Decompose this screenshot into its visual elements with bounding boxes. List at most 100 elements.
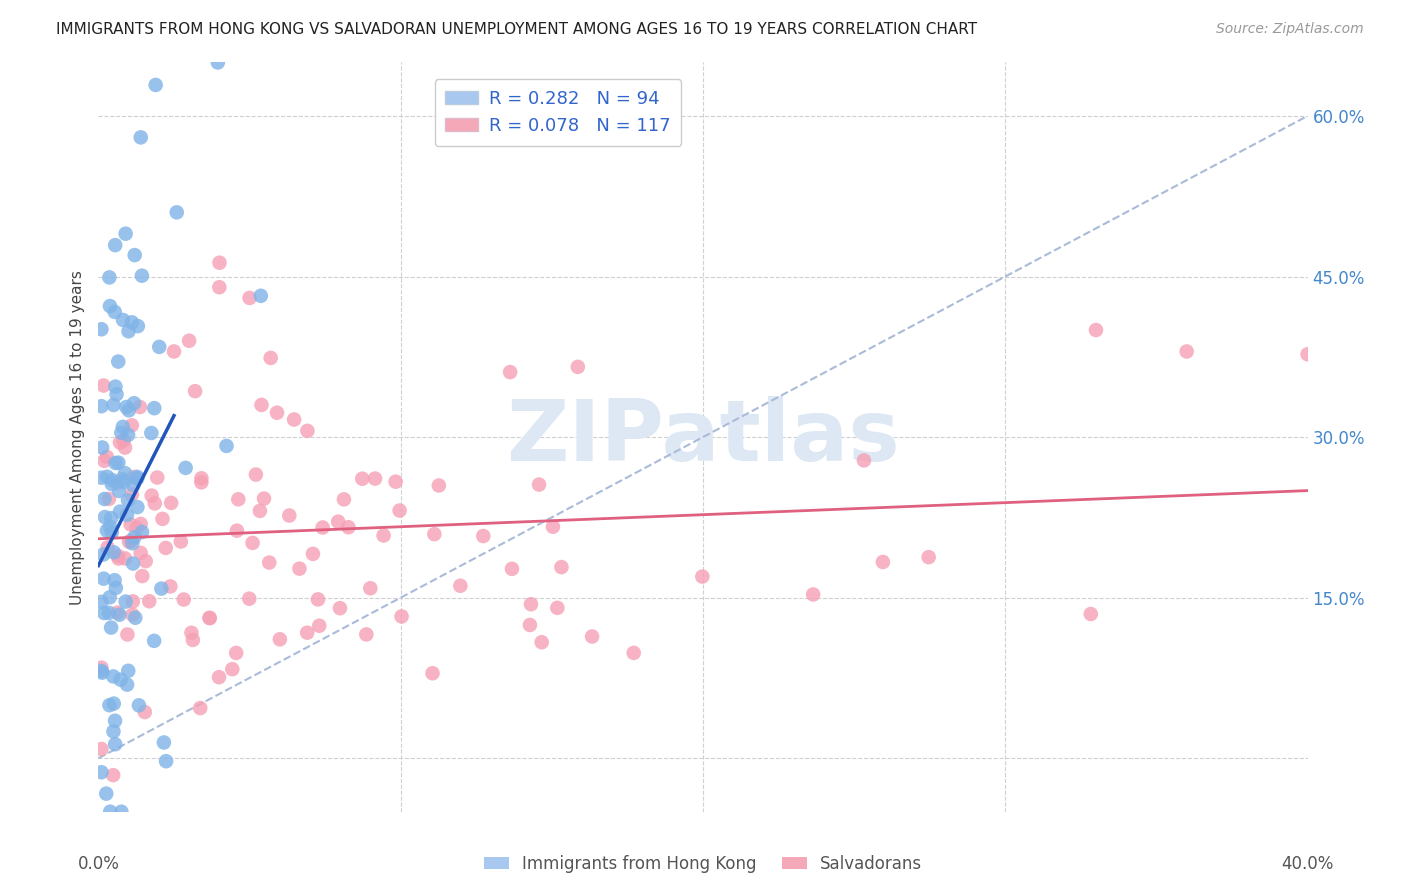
Point [101, 768, 124, 782]
Y-axis label: Unemployment Among Ages 16 to 19 years: Unemployment Among Ages 16 to 19 years [69, 269, 84, 605]
Point [104, 379, 127, 393]
Point [108, 607, 131, 622]
Point [98, 805, 121, 819]
Point [129, 400, 152, 414]
Point [97, 606, 120, 620]
Point [129, 516, 152, 531]
Point [120, 517, 142, 532]
Point [174, 461, 197, 475]
Point [225, 524, 247, 538]
Point [101, 473, 124, 487]
Point [122, 557, 145, 571]
Point [520, 597, 543, 611]
Point [135, 554, 157, 568]
Point [260, 351, 283, 365]
Point [96, 524, 118, 538]
Point [90, 765, 112, 780]
Point [1175, 344, 1198, 359]
Point [155, 754, 177, 768]
Point [115, 400, 138, 414]
Point [105, 387, 128, 401]
Point [238, 591, 260, 606]
Point [388, 503, 411, 517]
Point [311, 520, 333, 534]
Point [143, 633, 166, 648]
Point [250, 289, 273, 303]
Point [567, 359, 589, 374]
Point [145, 78, 167, 92]
Point [98, 270, 121, 285]
Point [328, 515, 350, 529]
Point [93, 548, 115, 562]
Point [129, 546, 152, 560]
Point [373, 528, 395, 542]
Point [112, 475, 135, 489]
Point [110, 673, 132, 687]
Point [117, 428, 139, 442]
Point [97, 491, 120, 506]
Point [108, 483, 131, 498]
Point [207, 55, 229, 70]
Point [143, 401, 166, 416]
Point [96, 450, 118, 464]
Point [117, 627, 139, 641]
Point [103, 398, 125, 412]
Point [122, 470, 145, 484]
Point [215, 439, 238, 453]
Point [114, 227, 136, 241]
Point [93, 491, 115, 506]
Point [127, 500, 149, 515]
Point [90, 664, 112, 678]
Point [104, 456, 127, 470]
Point [297, 424, 319, 438]
Point [90, 595, 112, 609]
Point [108, 505, 131, 519]
Point [359, 581, 381, 595]
Point [449, 579, 471, 593]
Point [179, 334, 201, 348]
Point [96, 469, 118, 483]
Point [121, 315, 143, 329]
Point [208, 280, 231, 294]
Point [155, 541, 177, 555]
Point [170, 534, 193, 549]
Point [127, 470, 149, 484]
Point [121, 418, 143, 433]
Point [384, 475, 406, 489]
Point [104, 238, 127, 252]
Point [148, 340, 170, 354]
Point [472, 529, 495, 543]
Point [283, 412, 305, 426]
Point [115, 508, 138, 522]
Point [93, 606, 115, 620]
Point [266, 406, 288, 420]
Text: 40.0%: 40.0% [1281, 855, 1334, 872]
Point [198, 611, 221, 625]
Point [501, 562, 523, 576]
Point [166, 205, 188, 219]
Point [118, 534, 141, 549]
Point [104, 714, 127, 728]
Point [257, 556, 280, 570]
Point [112, 434, 135, 448]
Point [226, 492, 249, 507]
Point [114, 466, 136, 480]
Point [122, 396, 145, 410]
Point [221, 662, 243, 676]
Point [249, 504, 271, 518]
Point [356, 627, 378, 641]
Point [333, 492, 356, 507]
Point [150, 582, 173, 596]
Point [125, 520, 148, 534]
Point [141, 489, 163, 503]
Point [307, 592, 329, 607]
Point [146, 470, 169, 484]
Point [184, 384, 207, 398]
Point [391, 609, 413, 624]
Point [173, 592, 195, 607]
Text: IMMIGRANTS FROM HONG KONG VS SALVADORAN UNEMPLOYMENT AMONG AGES 16 TO 19 YEARS C: IMMIGRANTS FROM HONG KONG VS SALVADORAN … [56, 22, 977, 37]
Point [152, 512, 174, 526]
Point [110, 805, 132, 819]
Point [131, 524, 153, 539]
Point [93, 572, 115, 586]
